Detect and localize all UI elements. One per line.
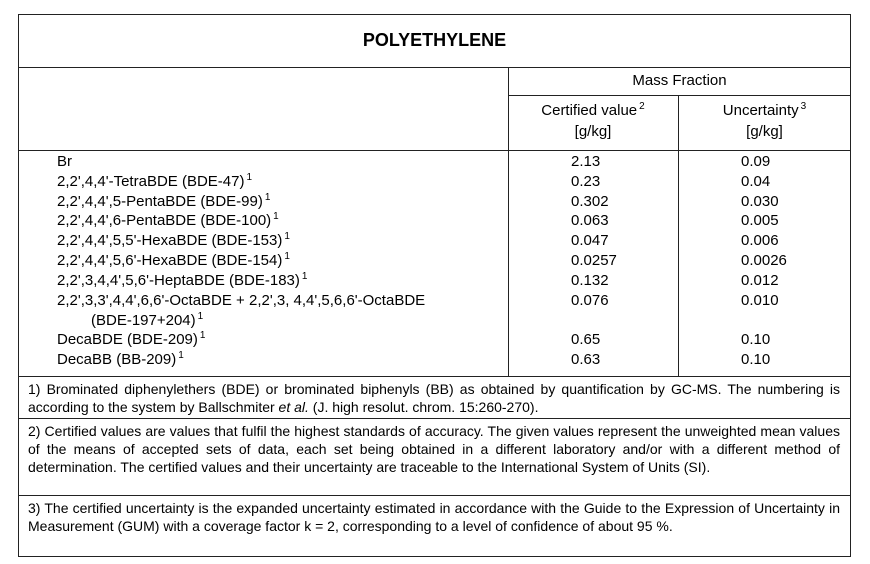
substance-cont: (BDE-197+204) 1 (57, 311, 425, 330)
certified-value: 0.132 (571, 271, 609, 289)
group-header: Mass Fraction (632, 72, 727, 89)
footnote-text: (J. high resolut. chrom. 15:260-270). (308, 399, 539, 415)
column-label: Certified value (541, 102, 638, 119)
certified-value: 0.047 (571, 232, 609, 250)
column-unit: [g/kg] (574, 123, 612, 140)
substance-name: DecaBDE (BDE-209) 1 (57, 330, 205, 349)
footnote-ref: 1 (197, 310, 204, 322)
footnote: 3) The certified uncertainty is the expa… (28, 499, 840, 535)
footnote-ref: 1 (284, 231, 290, 243)
rule (18, 495, 851, 496)
footnote-italic: et al. (278, 399, 309, 415)
substance-name: 2,2',4,4',5-PentaBDE (BDE-99) 1 (57, 192, 270, 211)
footnote-ref: 2 (639, 101, 645, 112)
certified-value: 2.13 (571, 153, 601, 170)
title: POLYETHYLENE (362, 30, 507, 50)
certified-value: 0.302 (571, 192, 609, 210)
uncertainty-value: 0.10 (741, 331, 771, 349)
footnote-text: 1) Brominated diphenylethers (BDE) or br… (28, 381, 840, 415)
certified-value: 0.0257 (571, 252, 617, 269)
uncertainty-value: 0.10 (741, 351, 771, 368)
substance: 2,2',3,4,4',5,6'-HeptaBDE (BDE-183) (57, 271, 300, 289)
column-unit: [g/kg] (746, 123, 783, 140)
substance: (BDE-197+204) (91, 311, 196, 329)
substance-name: 2,2',3,3',4,4',6,6'-OctaBDE + 2,2',3, 4,… (57, 291, 425, 330)
rule (18, 376, 851, 377)
table-frame (18, 14, 851, 557)
rule (18, 67, 851, 68)
footnote-ref: 1 (199, 330, 206, 342)
column-label: Uncertainty (722, 102, 799, 119)
footnote-text: 3) The certified uncertainty is the expa… (28, 500, 840, 534)
uncertainty-value: 0.012 (741, 271, 779, 289)
certified-value: 0.076 (571, 291, 609, 309)
substance: DecaBB (BB-209) (57, 351, 177, 368)
uncertainty-value: 0.0026 (741, 252, 787, 269)
substance: DecaBDE (BDE-209) (57, 331, 198, 349)
footnote-ref: 1 (246, 171, 253, 183)
substance-name: 2,2',3,4,4',5,6'-HeptaBDE (BDE-183) 1 (57, 271, 307, 290)
rule (508, 67, 509, 376)
column-header: Uncertainty 3 [g/kg] (678, 101, 851, 141)
footnote-ref: 3 (800, 101, 807, 112)
substance-name: 2,2',4,4',6-PentaBDE (BDE-100) 1 (57, 211, 279, 230)
footnote: 2) Certified values are values that fulf… (28, 422, 840, 476)
substance: 2,2',4,4',5-PentaBDE (BDE-99) (57, 192, 263, 210)
substance: 2,2',4,4',6-PentaBDE (BDE-100) (57, 212, 272, 230)
substance-name: 2,2',4,4',5,6'-HexaBDE (BDE-154) 1 (57, 251, 290, 270)
rule (18, 150, 851, 151)
certified-value: 0.65 (571, 331, 601, 349)
uncertainty-value: 0.04 (741, 172, 771, 190)
substance: 2,2',3,3',4,4',6,6'-OctaBDE + 2,2',3, 4,… (57, 291, 426, 309)
footnote-ref: 1 (301, 270, 308, 282)
uncertainty-value: 0.006 (741, 232, 779, 250)
certified-value: 0.23 (571, 172, 601, 190)
footnote-ref: 1 (284, 251, 290, 262)
rule (18, 418, 851, 419)
substance-name: DecaBB (BB-209) 1 (57, 350, 184, 369)
rule (678, 95, 679, 376)
certified-value: 0.63 (571, 351, 601, 368)
uncertainty-value: 0.09 (741, 153, 771, 170)
footnote: 1) Brominated diphenylethers (BDE) or br… (28, 380, 840, 416)
substance: Br (57, 153, 72, 170)
footnote-text: 2) Certified values are values that fulf… (28, 423, 840, 475)
substance-name: 2,2',4,4'-TetraBDE (BDE-47) 1 (57, 172, 252, 191)
footnote-ref: 1 (264, 191, 271, 203)
column-header: Certified value 2 [g/kg] (508, 101, 678, 141)
substance-name: 2,2',4,4',5,5'-HexaBDE (BDE-153) 1 (57, 231, 290, 250)
certified-value: 0.063 (571, 212, 609, 230)
substance: 2,2',4,4',5,6'-HexaBDE (BDE-154) (57, 252, 283, 269)
rule (508, 95, 851, 96)
uncertainty-value: 0.030 (741, 192, 779, 210)
footnote-ref: 1 (178, 350, 184, 361)
uncertainty-value: 0.010 (741, 291, 779, 309)
substance: 2,2',4,4',5,5'-HexaBDE (BDE-153) (57, 232, 283, 250)
substance-name: Br (57, 152, 72, 171)
footnote-ref: 1 (273, 211, 279, 223)
substance: 2,2',4,4'-TetraBDE (BDE-47) (57, 172, 245, 190)
uncertainty-value: 0.005 (741, 212, 779, 230)
